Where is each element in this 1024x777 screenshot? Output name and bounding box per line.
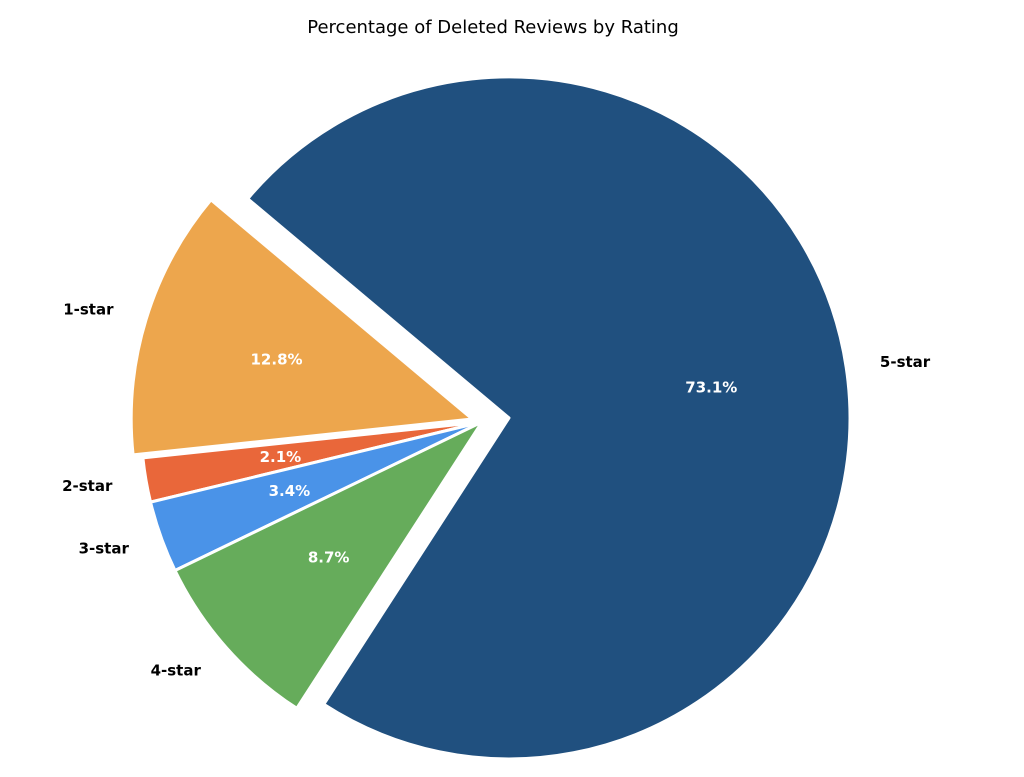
slice-percent-5-star: 73.1%	[685, 379, 737, 397]
slice-percent-3-star: 3.4%	[269, 482, 311, 500]
chart-title: Percentage of Deleted Reviews by Rating	[307, 17, 679, 38]
pie-slice-5-star	[246, 75, 852, 761]
pie-slice-4-star	[173, 420, 484, 710]
pie-slice-1-star	[129, 198, 474, 457]
slice-percent-1-star: 12.8%	[251, 350, 303, 368]
slice-label-1-star: 1-star	[63, 300, 114, 318]
slice-label-5-star: 5-star	[880, 353, 931, 371]
slice-percent-2-star: 2.1%	[260, 448, 302, 466]
slice-label-2-star: 2-star	[62, 477, 113, 495]
slice-label-4-star: 4-star	[151, 661, 202, 679]
slice-label-3-star: 3-star	[79, 539, 130, 557]
slice-percent-4-star: 8.7%	[308, 548, 350, 566]
